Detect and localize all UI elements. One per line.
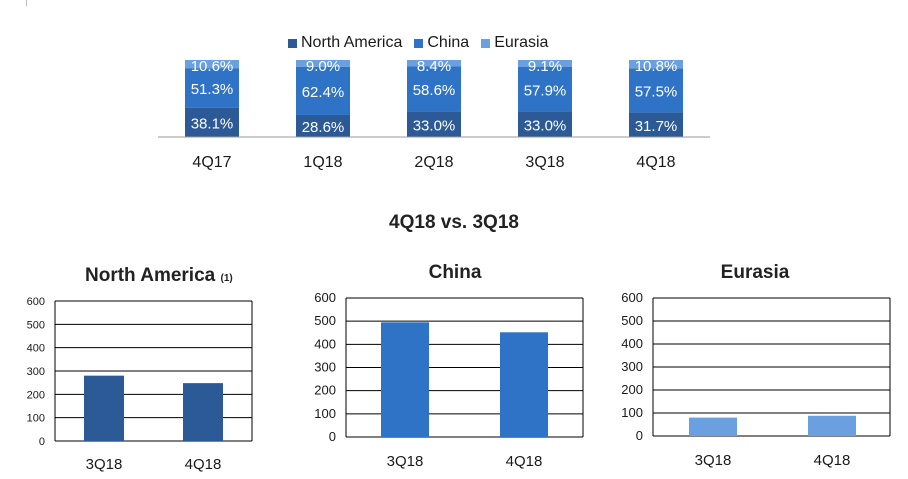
legend-item-eurasia: Eurasia: [481, 34, 548, 52]
stacked-bar-segment: [185, 60, 239, 69]
y-tick-label: 600: [314, 290, 336, 305]
corner-tick-mark: [26, 0, 27, 6]
segment-value-label: 57.5%: [635, 83, 678, 100]
x-tick-label: 4Q18: [506, 453, 543, 470]
legend-label: China: [427, 34, 470, 51]
y-tick-label: 400: [621, 336, 643, 351]
stacked-bar-segment: [518, 67, 572, 112]
x-tick-label: 4Q17: [192, 154, 231, 171]
x-tick-label: 4Q18: [185, 456, 222, 473]
bar: [183, 383, 223, 441]
stacked-bar-segment: [629, 68, 683, 113]
y-tick-label: 300: [314, 360, 336, 375]
legend-swatch: [288, 38, 297, 48]
bar: [500, 332, 548, 437]
stacked-bar-segment: [407, 60, 461, 67]
y-tick-label: 0: [636, 428, 643, 443]
y-tick-label: 500: [27, 319, 45, 331]
segment-value-label: 10.8%: [635, 58, 678, 75]
y-tick-label: 100: [314, 406, 336, 421]
bar: [808, 415, 856, 436]
stacked-bar-segment: [185, 68, 239, 108]
y-tick-label: 400: [314, 336, 336, 351]
segment-value-label: 57.9%: [524, 82, 567, 99]
segment-value-label: 58.6%: [413, 82, 456, 99]
y-tick-label: 300: [621, 359, 643, 374]
legend-label: North America: [301, 34, 403, 51]
x-tick-label: 2Q18: [414, 154, 453, 171]
segment-value-label: 8.4%: [417, 58, 451, 75]
chart-title-china: China: [428, 262, 482, 283]
x-tick-label: 3Q18: [387, 453, 424, 470]
segment-value-label: 33.0%: [413, 117, 456, 134]
stacked-bar-segment: [629, 112, 683, 137]
y-tick-label: 200: [621, 382, 643, 397]
stacked-bar-segment: [296, 66, 350, 115]
stacked-bar-segment: [629, 60, 683, 69]
segment-value-label: 9.1%: [528, 58, 562, 75]
chart-title-footnote: (1): [220, 273, 233, 284]
y-tick-label: 200: [27, 389, 45, 401]
stacked-bar-segment: [296, 60, 350, 67]
x-tick-label: 3Q18: [695, 452, 732, 469]
segment-value-label: 62.4%: [302, 84, 345, 101]
y-tick-label: 0: [39, 436, 45, 448]
bar: [689, 417, 737, 436]
y-tick-label: 0: [329, 429, 336, 444]
segment-value-label: 28.6%: [302, 119, 345, 136]
legend-item-north-america: North America: [288, 34, 402, 52]
x-tick-label: 4Q18: [636, 154, 675, 171]
legend-swatch: [414, 38, 424, 48]
section-title: 4Q18 vs. 3Q18: [389, 212, 519, 233]
chart-title-north-america: North America (1): [85, 265, 233, 287]
stacked-bar-segment: [185, 107, 239, 137]
y-tick-label: 600: [27, 296, 45, 308]
y-tick-label: 600: [621, 290, 643, 305]
x-tick-label: 3Q18: [525, 154, 564, 171]
stacked-bar-segment: [518, 60, 572, 68]
x-tick-label: 4Q18: [814, 452, 851, 469]
chart-legend: North America China Eurasia: [288, 34, 548, 52]
stacked-bar-chart: 38.1% 51.3% 10.6% 4Q17 28.6% 62.4% 9.0% 1Q18 33.…: [158, 58, 710, 171]
bar: [381, 322, 429, 437]
chart-title-text: North America: [85, 265, 216, 286]
stacked-bar-segment: [407, 66, 461, 112]
legend-label: Eurasia: [494, 34, 549, 51]
y-tick-label: 400: [27, 343, 45, 355]
y-tick-label: 500: [314, 313, 336, 328]
segment-value-label: 33.0%: [524, 117, 567, 134]
legend-item-china: China: [414, 34, 469, 52]
segment-value-label: 51.3%: [191, 81, 234, 98]
y-tick-label: 100: [621, 405, 643, 420]
y-tick-label: 100: [27, 413, 45, 425]
y-tick-label: 500: [621, 313, 643, 328]
x-tick-label: 3Q18: [86, 456, 123, 473]
segment-value-label: 10.6%: [191, 58, 234, 75]
bar: [84, 375, 124, 441]
segment-value-label: 9.0%: [306, 58, 340, 75]
stacked-bar-segment: [518, 111, 572, 137]
segment-value-label: 38.1%: [191, 115, 234, 132]
legend-swatch: [481, 38, 491, 48]
y-tick-label: 300: [27, 366, 45, 378]
y-tick-label: 200: [314, 383, 336, 398]
segment-value-label: 31.7%: [635, 118, 678, 135]
chart-title-eurasia: Eurasia: [720, 262, 790, 283]
x-tick-label: 1Q18: [303, 154, 342, 171]
stacked-bar-segment: [296, 114, 350, 137]
stacked-bar-segment: [407, 111, 461, 137]
